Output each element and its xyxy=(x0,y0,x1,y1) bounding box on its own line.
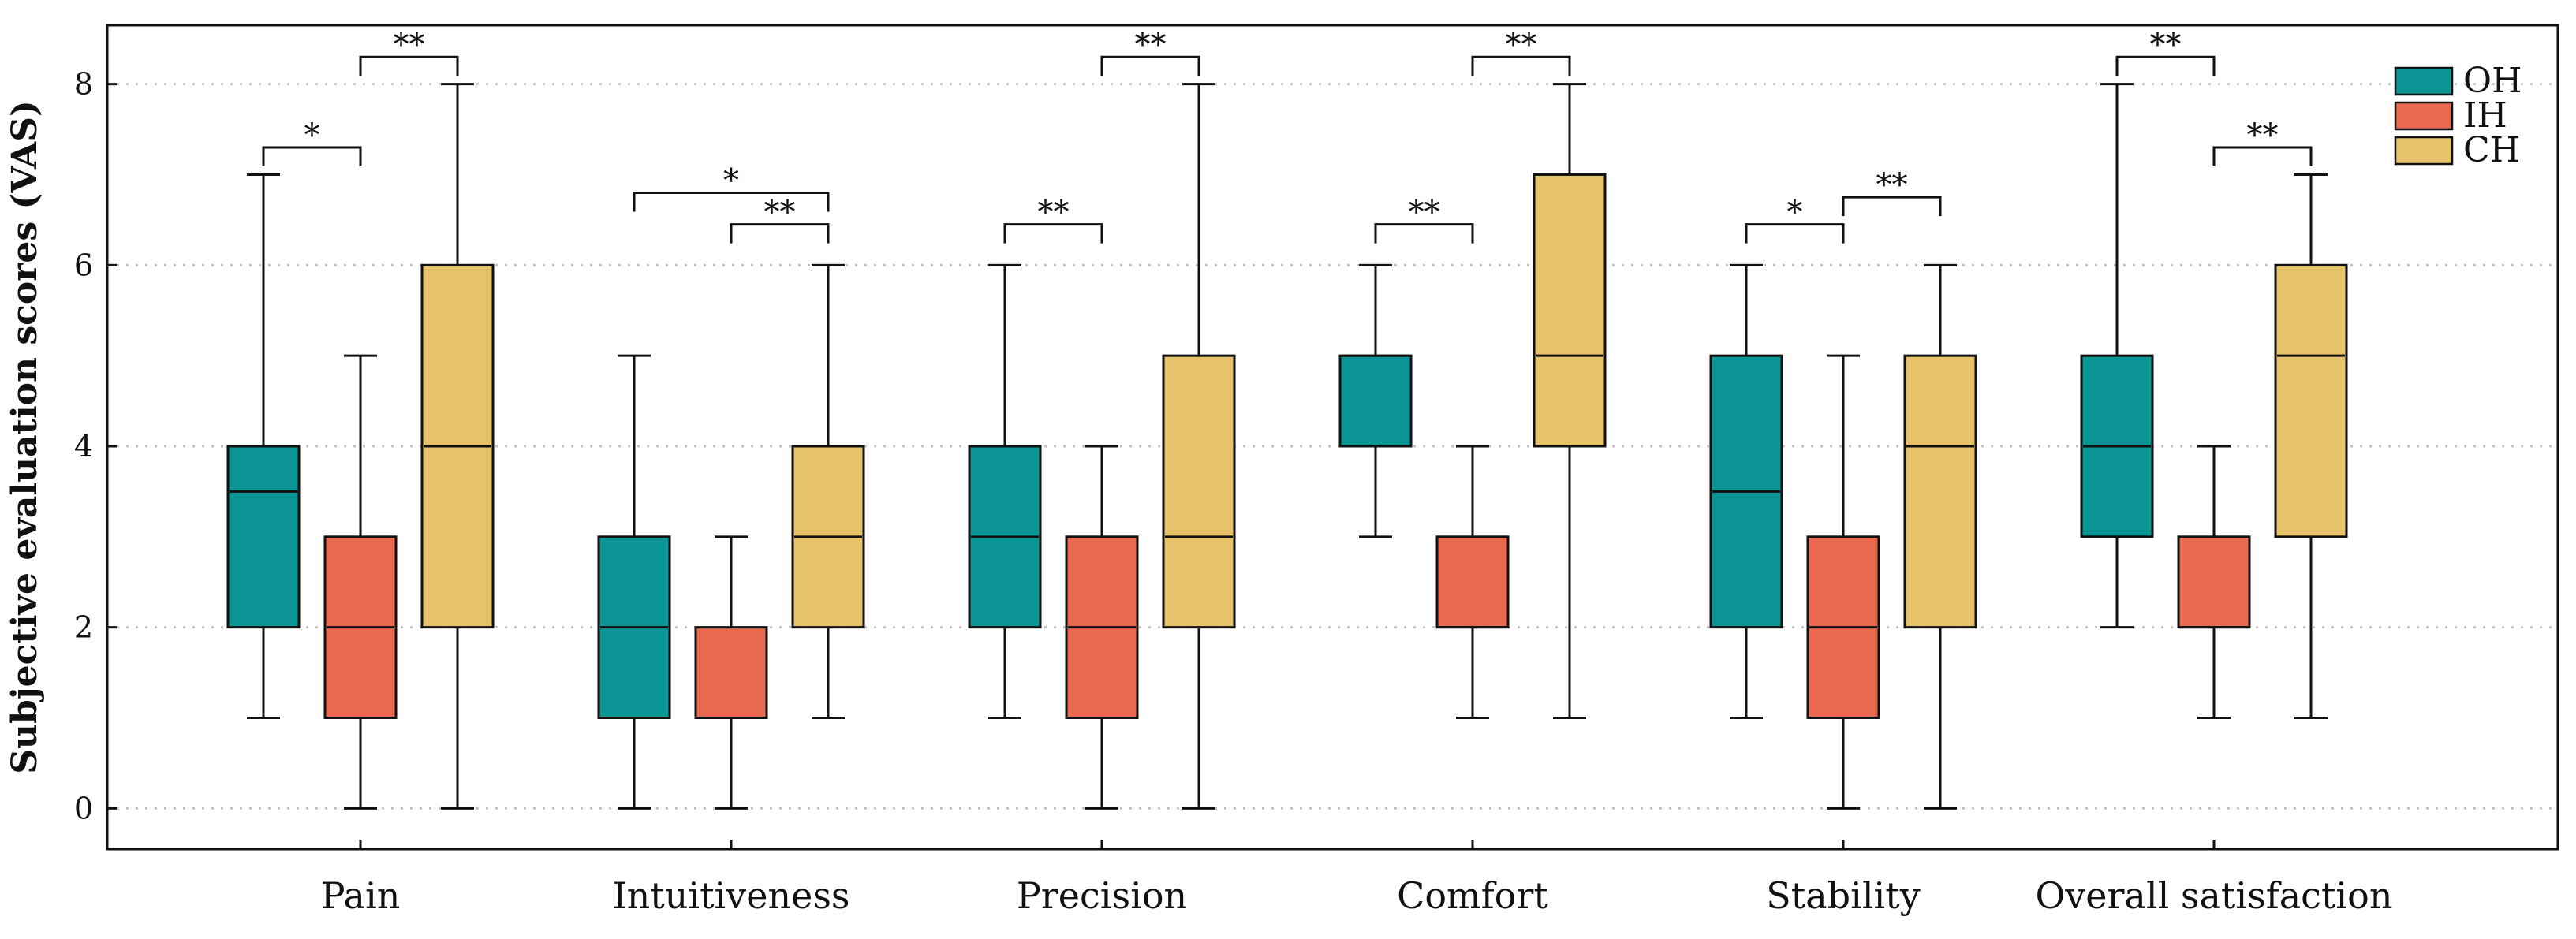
significance-bracket: ** xyxy=(1100,27,1200,76)
x-tick-label: Pain xyxy=(321,874,401,917)
box-ch xyxy=(420,83,495,810)
bracket-line xyxy=(730,223,830,244)
significance-label: ** xyxy=(1135,27,1167,63)
iqr-box xyxy=(1533,173,1607,448)
iqr-box xyxy=(1338,354,1413,448)
significance-bracket: ** xyxy=(359,27,459,76)
box-plots xyxy=(226,83,2348,810)
x-tick-label: Comfort xyxy=(1397,874,1548,917)
significance-label: ** xyxy=(2247,117,2279,154)
legend-label: CH xyxy=(2463,130,2520,170)
bracket-line xyxy=(1842,196,1942,217)
y-tick-label: 2 xyxy=(74,610,93,645)
significance-bracket: ** xyxy=(1471,27,1571,76)
iqr-box xyxy=(1435,535,1510,629)
box-ch xyxy=(2274,173,2348,719)
significance-label: * xyxy=(723,162,739,199)
legend-item-ih: IH xyxy=(2394,95,2507,136)
y-tick-label: 0 xyxy=(74,791,93,825)
bracket-line xyxy=(1003,223,1103,244)
significance-bracket: ** xyxy=(2115,27,2216,76)
grid-lines xyxy=(107,83,2558,810)
box-ch xyxy=(1162,83,1236,810)
y-axis-title: Subjective evaluation scores (VAS) xyxy=(5,100,45,774)
box-ih xyxy=(323,354,398,810)
legend-label: IH xyxy=(2463,95,2507,136)
y-tick-label: 8 xyxy=(74,67,93,102)
box-ih xyxy=(1806,354,1880,810)
bracket-line xyxy=(1745,223,1845,244)
iqr-box xyxy=(226,445,301,629)
x-tick-label: Overall satisfaction xyxy=(2036,874,2393,917)
axes: 0 2 4 6 8 Pain Intuitiveness Precision Comfort St… xyxy=(74,67,2393,917)
iqr-box xyxy=(1903,354,1977,629)
legend-swatch xyxy=(2394,66,2454,96)
box-ih xyxy=(2177,445,2251,719)
iqr-box xyxy=(2177,535,2251,629)
legend-swatch xyxy=(2394,136,2454,166)
x-tick-label: Stability xyxy=(1766,874,1920,917)
x-tick-label: Intuitiveness xyxy=(612,874,849,917)
significance-bracket: ** xyxy=(730,195,830,244)
box-oh xyxy=(1709,263,1783,719)
legend-item-ch: CH xyxy=(2394,130,2520,170)
iqr-box xyxy=(2274,263,2348,538)
significance-bracket: ** xyxy=(2212,117,2313,167)
bracket-line xyxy=(1374,223,1474,244)
bracket-line xyxy=(633,191,830,212)
bracket-line xyxy=(2212,146,2313,167)
significance-label: ** xyxy=(2150,27,2182,63)
significance-label: ** xyxy=(764,195,796,231)
box-oh xyxy=(2080,83,2154,629)
significance-bracket: * xyxy=(1745,195,1845,244)
box-ch xyxy=(1533,83,1607,719)
box-oh xyxy=(226,173,301,719)
box-ih xyxy=(1065,445,1139,810)
y-tick-label: 4 xyxy=(74,429,93,464)
significance-bracket: ** xyxy=(1374,195,1474,244)
box-oh xyxy=(1338,263,1413,538)
bracket-line xyxy=(262,146,362,167)
bracket-line xyxy=(2115,55,2216,76)
plot-frame xyxy=(106,24,2559,851)
box-ch xyxy=(791,263,865,719)
y-tick-label: 6 xyxy=(74,248,93,282)
box-ih xyxy=(694,535,768,810)
bracket-line xyxy=(359,55,459,76)
legend-item-oh: OH xyxy=(2394,61,2522,101)
box-oh xyxy=(968,263,1042,719)
box-ih xyxy=(1435,445,1510,719)
iqr-box xyxy=(694,626,768,719)
significance-label: * xyxy=(304,117,320,154)
bracket-line xyxy=(1471,55,1571,76)
box-oh xyxy=(597,354,671,810)
significance-label: ** xyxy=(1876,167,1908,203)
iqr-box xyxy=(1162,354,1236,629)
significance-bracket: ** xyxy=(1003,195,1103,244)
box-ch xyxy=(1903,263,1977,810)
significance-label: ** xyxy=(394,27,425,63)
significance-label: * xyxy=(1787,195,1803,231)
x-tick-label: Precision xyxy=(1017,874,1187,917)
legend-swatch xyxy=(2394,101,2454,131)
significance-bracket: * xyxy=(633,162,830,212)
bracket-line xyxy=(1100,55,1200,76)
significance-label: ** xyxy=(1038,195,1070,231)
significance-brackets: ****** *************** xyxy=(262,27,2313,244)
significance-bracket: * xyxy=(262,117,362,167)
legend-label: OH xyxy=(2463,61,2522,101)
significance-label: ** xyxy=(1409,195,1440,231)
significance-bracket: ** xyxy=(1842,167,1942,217)
significance-label: ** xyxy=(1506,27,1537,63)
